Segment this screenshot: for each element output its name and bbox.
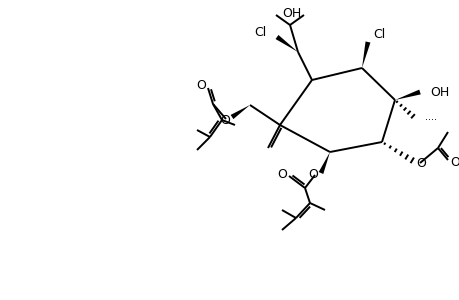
Text: OH: OH bbox=[429, 85, 448, 98]
Text: O: O bbox=[449, 155, 459, 169]
Text: ····: ···· bbox=[424, 115, 436, 125]
Text: Cl: Cl bbox=[254, 26, 266, 38]
Text: O: O bbox=[415, 157, 425, 169]
Polygon shape bbox=[318, 152, 329, 174]
Text: Cl: Cl bbox=[372, 28, 385, 40]
Text: OH: OH bbox=[282, 7, 301, 20]
Text: O: O bbox=[196, 79, 206, 92]
Text: O: O bbox=[276, 167, 286, 181]
Polygon shape bbox=[275, 35, 297, 52]
Polygon shape bbox=[394, 90, 420, 100]
Polygon shape bbox=[230, 105, 249, 119]
Text: O: O bbox=[219, 113, 230, 127]
Text: O: O bbox=[308, 169, 317, 182]
Polygon shape bbox=[361, 41, 369, 68]
